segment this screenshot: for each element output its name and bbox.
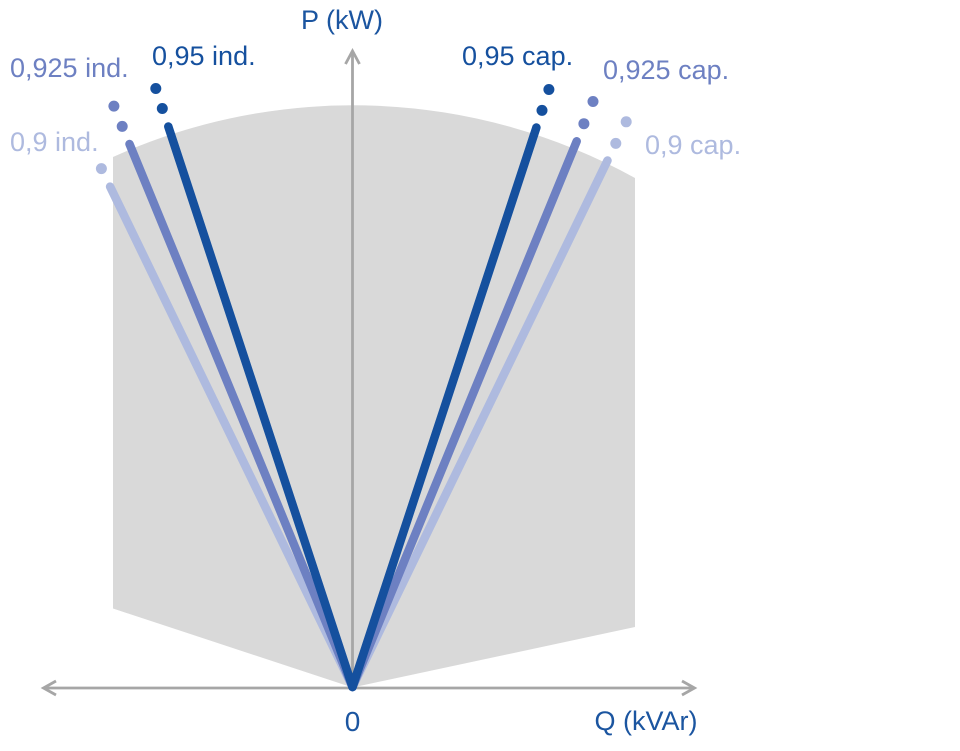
- label-pf-09-capacitive: 0,9 cap.: [645, 130, 741, 160]
- pf-line-stroke: [125, 139, 357, 692]
- pf-line-dot: [156, 103, 168, 114]
- pf-line-stroke: [348, 156, 612, 692]
- pf-line-stroke: [105, 182, 357, 692]
- x-axis: [40, 679, 698, 697]
- pf-line-stroke: [348, 137, 581, 692]
- label-pf-095-inductive: 0,95 ind.: [152, 41, 256, 71]
- pf-line-dot: [610, 137, 622, 149]
- pf-line-09-inductive: [95, 163, 357, 692]
- pf-line-stroke: [348, 123, 541, 692]
- y-axis: [344, 48, 361, 688]
- pf-line-dot: [578, 118, 590, 130]
- capability-region: [113, 105, 635, 688]
- pf-line-dot: [543, 84, 555, 95]
- x-axis-right-arrow-icon: [681, 679, 698, 697]
- pf-line-dot: [108, 100, 120, 112]
- pf-lines-group: [95, 83, 632, 692]
- x-axis-label: Q (kVAr): [595, 706, 698, 736]
- pf-line-095-capacitive: [348, 84, 555, 692]
- pf-line-dot: [587, 96, 599, 107]
- x-axis-left-arrow-icon: [40, 679, 57, 697]
- pf-line-dot: [620, 116, 632, 128]
- y-axis-label: P (kW): [301, 5, 383, 35]
- label-pf-0925-capacitive: 0,925 cap.: [603, 55, 729, 85]
- pf-line-09-capacitive: [348, 116, 632, 692]
- origin-tick-label: 0: [345, 706, 361, 737]
- label-pf-095-capacitive: 0,95 cap.: [462, 41, 573, 71]
- label-pf-0925-inductive: 0,925 ind.: [10, 53, 129, 83]
- pf-line-dot: [95, 163, 107, 175]
- pf-line-stroke: [164, 122, 357, 692]
- label-pf-09-inductive: 0,9 ind.: [10, 127, 99, 157]
- pf-line-0925-capacitive: [348, 96, 599, 692]
- pf-line-095-inductive: [150, 83, 357, 692]
- pf-line-dot: [116, 120, 128, 132]
- pf-line-dot: [150, 83, 162, 94]
- pf-line-0925-inductive: [108, 100, 357, 692]
- y-axis-arrow-icon: [344, 48, 361, 65]
- pf-line-dot: [536, 104, 548, 116]
